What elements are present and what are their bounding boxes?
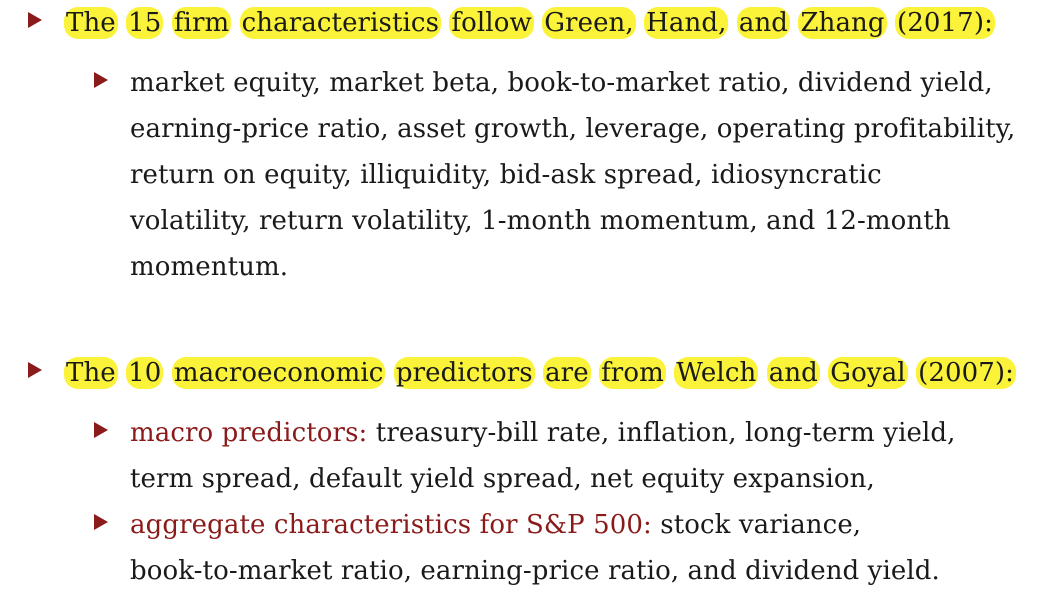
section1-list-line: return on equity, illiquidity, bid-ask s… [130,160,882,190]
section1-word: Zhang [798,7,887,39]
macro-predictors-text: treasury-bill rate, inflation, long-term… [375,418,956,448]
section2-word: (2007): [916,357,1017,389]
section1-list-line: earning-price ratio, asset growth, lever… [130,114,1016,144]
section2-word: Welch [674,357,759,389]
section2-word: Goyal [828,357,908,389]
bullet-icon [94,422,108,438]
section2-word: 10 [126,357,164,389]
section1-word: characteristics [239,7,442,39]
macro-predictors-line: macro predictors: treasury-bill rate, in… [130,416,956,450]
section2-heading: The 10 macroeconomic predictors are from… [64,356,1017,390]
section1-word: and [736,7,791,39]
section2-word: macroeconomic [171,357,386,389]
macro-predictors-label: macro predictors: [130,418,368,448]
bullet-icon [28,362,42,378]
section1-word: firm [171,7,232,39]
macro-predictors-line: term spread, default yield spread, net e… [130,464,875,494]
section2-word: The [64,357,118,389]
aggregate-characteristics-line: book-to-market ratio, earning-price rati… [130,556,940,586]
section1-word: Green, [542,7,636,39]
section1-heading: The 15 firm characteristics follow Green… [64,6,995,40]
section2-word: predictors [393,357,535,389]
bullet-icon [94,514,108,530]
section1-list-line: momentum. [130,252,289,282]
section1-word: (2017): [895,7,995,39]
section1-word: 15 [126,7,164,39]
section1-word: Hand, [644,7,729,39]
section2-word: are [543,357,591,389]
section1-list-line: market equity, market beta, book-to-mark… [130,68,993,98]
section2-word: from [599,357,666,389]
aggregate-characteristics-label: aggregate characteristics for S&P 500: [130,510,652,540]
bullet-icon [94,72,108,88]
section1-word: The [64,7,118,39]
bullet-icon [28,12,42,28]
aggregate-characteristics-text: stock variance, [660,510,862,540]
section2-word: and [766,357,820,389]
aggregate-characteristics-line: aggregate characteristics for S&P 500: s… [130,508,861,542]
section1-word: follow [449,7,534,39]
section1-list-line: volatility, return volatility, 1-month m… [130,206,951,236]
